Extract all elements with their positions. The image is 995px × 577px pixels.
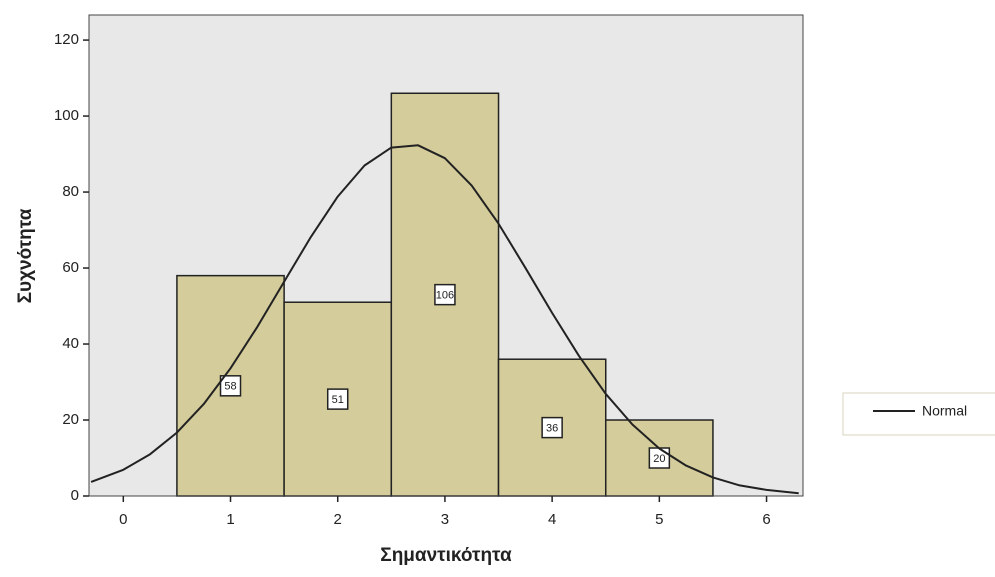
legend-box (842, 392, 995, 436)
x-tick-label: 2 (334, 511, 342, 528)
y-tick-label: 120 (54, 31, 79, 48)
x-tick-label: 0 (119, 511, 127, 528)
value-label-box (434, 283, 456, 306)
x-axis-title: Σημαντικότητα (380, 545, 512, 566)
y-axis-title: Συχνότητα (15, 208, 36, 303)
y-tick-label: 40 (62, 335, 79, 352)
x-tick-label: 4 (548, 511, 556, 528)
value-label: 20 (653, 453, 665, 465)
legend-label: Normal (922, 403, 967, 419)
x-tick-label: 3 (441, 511, 449, 528)
value-label-box (326, 388, 349, 410)
value-label: 36 (546, 423, 558, 435)
x-tick-label: 5 (655, 511, 663, 528)
y-tick-label: 80 (62, 183, 79, 200)
x-tick-label: 6 (762, 511, 770, 528)
plot-frame (88, 14, 804, 497)
x-tick-label: 1 (226, 511, 234, 528)
value-label: 51 (332, 394, 344, 406)
y-tick-label: 0 (71, 487, 79, 504)
y-tick-label: 20 (62, 411, 79, 428)
value-label-box (219, 375, 242, 397)
value-label-box (541, 416, 563, 439)
value-label: 106 (436, 290, 454, 302)
value-label: 58 (224, 381, 236, 393)
y-tick-label: 60 (62, 259, 79, 276)
y-tick-label: 100 (54, 107, 79, 124)
normal-curve (90, 144, 799, 495)
